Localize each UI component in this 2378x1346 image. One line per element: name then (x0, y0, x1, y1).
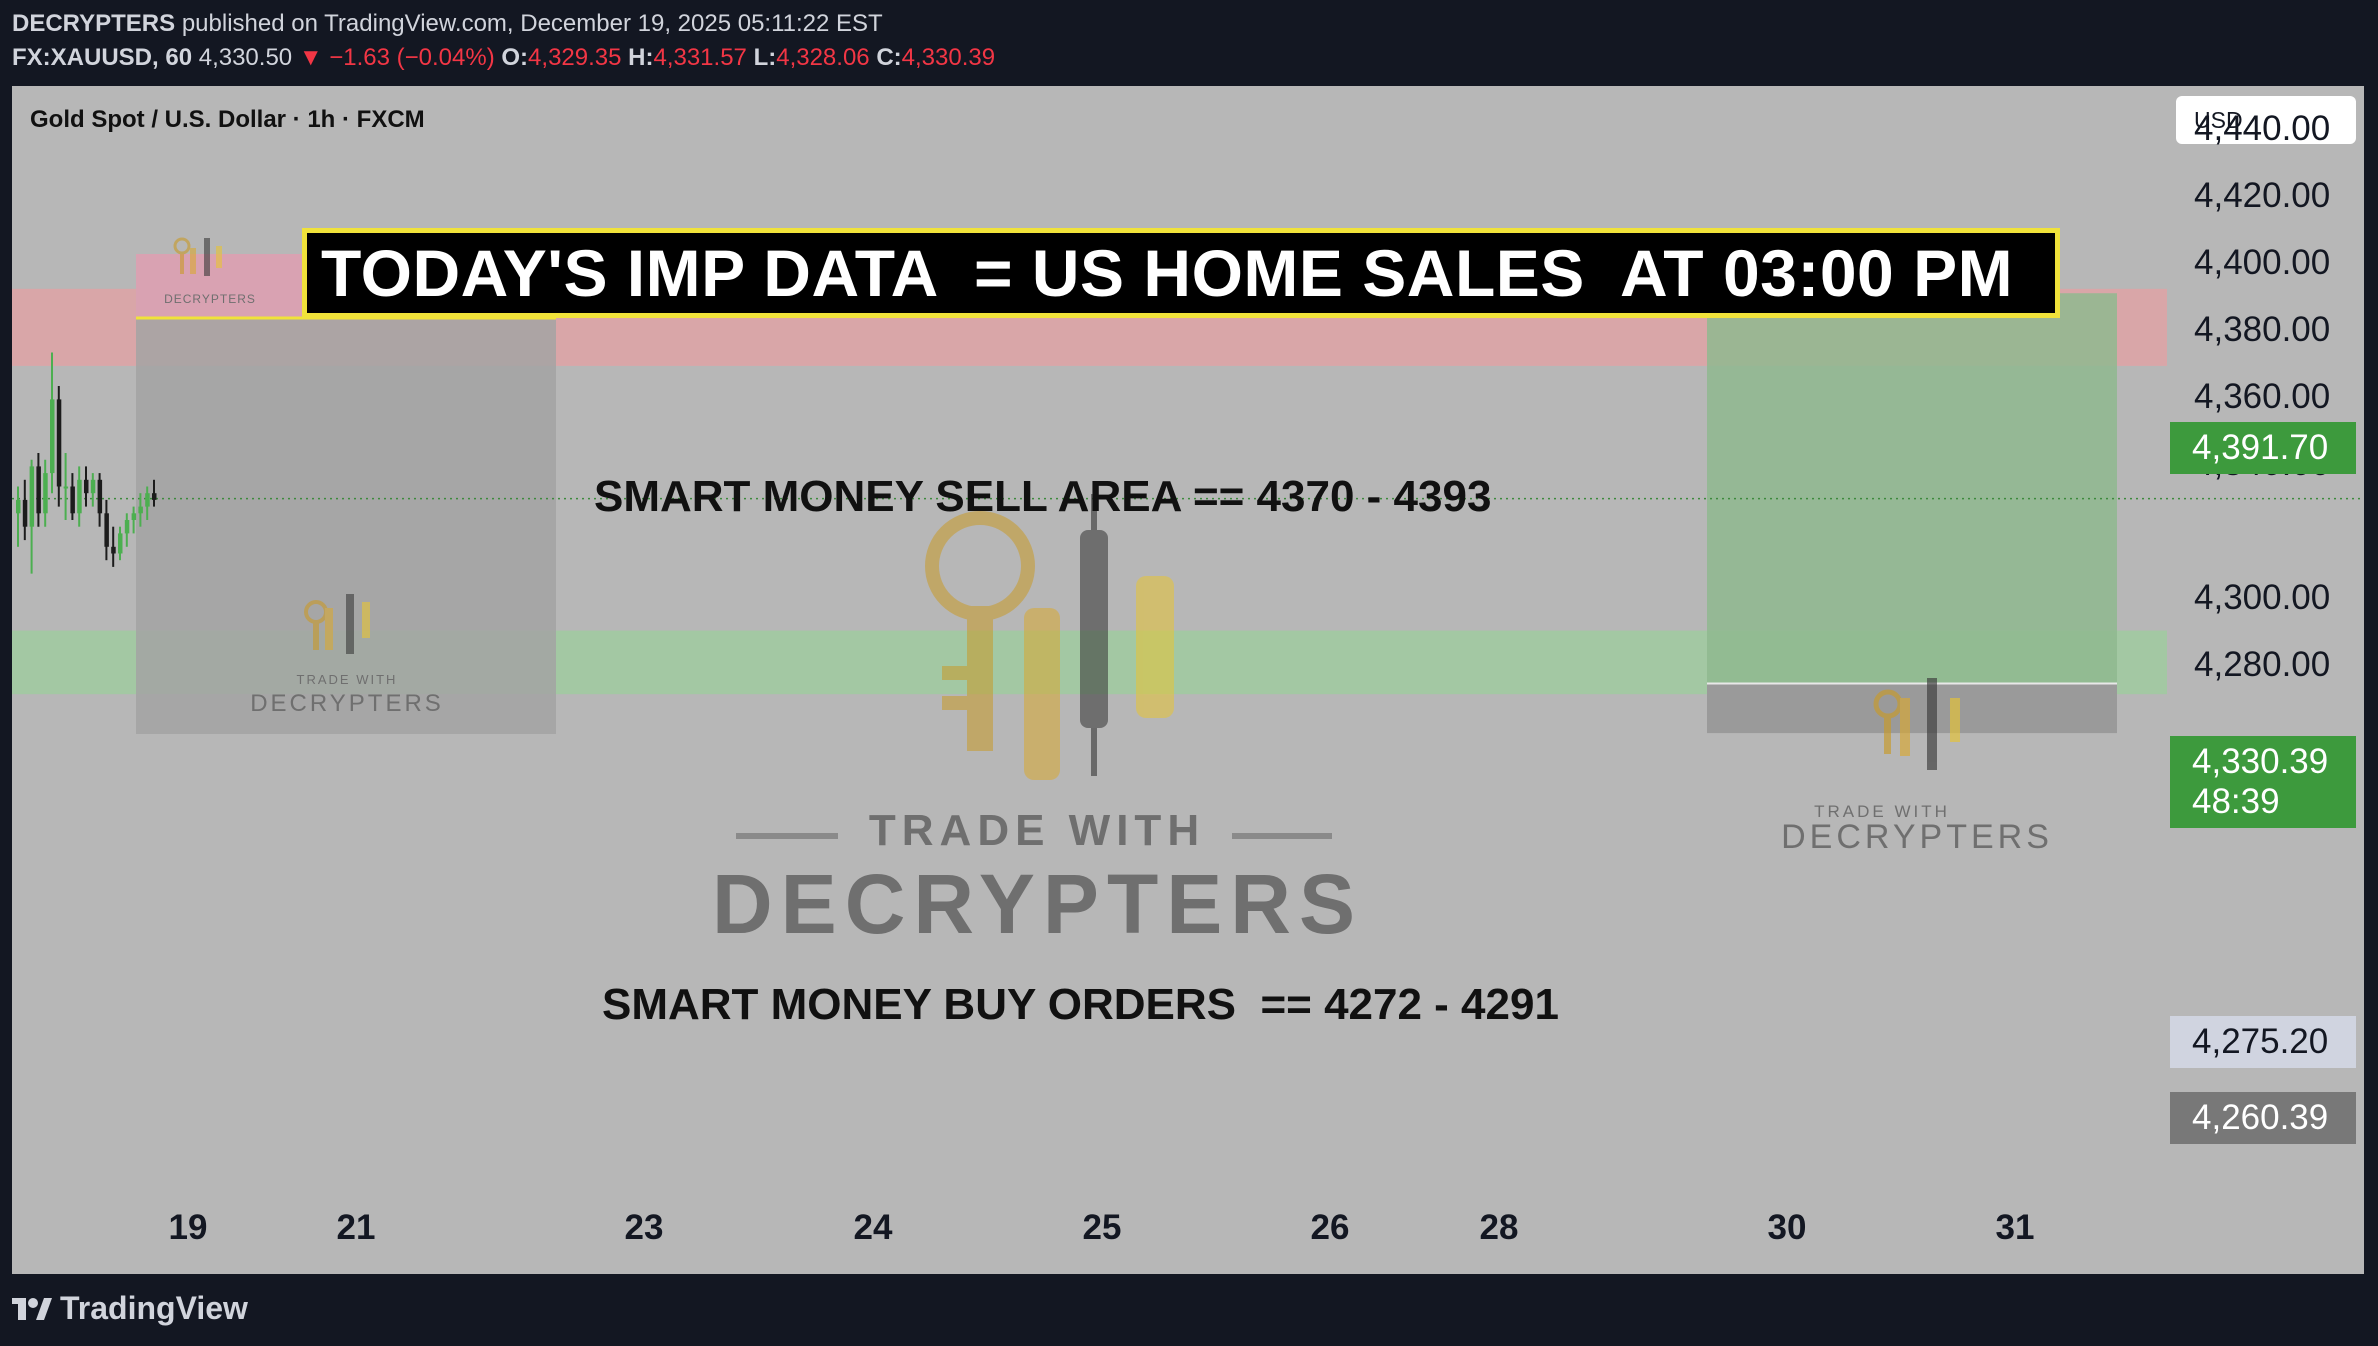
chart-symbol-title[interactable]: Gold Spot / U.S. Dollar · 1h · FXCM (30, 106, 425, 133)
time-tick-label: 19 (168, 1208, 208, 1247)
symbol-label: FX:XAUUSD, 60 (12, 44, 193, 71)
candle-body (56, 399, 62, 487)
candle-body (70, 486, 75, 514)
candle-body (145, 493, 150, 507)
candle-body (63, 486, 69, 489)
candle-body (131, 513, 137, 520)
current-price-tag: 4,330.39 48:39 (2170, 736, 2356, 828)
tradingview-logo[interactable]: TradingView (12, 1290, 248, 1327)
candle-body (43, 473, 48, 514)
candle-body (118, 533, 123, 554)
price-tick-label: 4,420.00 (2194, 176, 2331, 216)
watermark-text-right: DECRYPTERS (1781, 818, 2053, 856)
candle-body (138, 506, 143, 514)
time-tick-label: 26 (1310, 1208, 1350, 1247)
time-tick-label: 21 (336, 1208, 376, 1247)
ohlc-legend: FX:XAUUSD, 60 4,330.50 ▼ −1.63 (−0.04%) … (12, 44, 995, 72)
watermark-text-left: DECRYPTERS (250, 690, 444, 717)
candle-body (22, 499, 28, 527)
buy-zone-label[interactable]: SMART MONEY BUY ORDERS == 4272 - 4291 (602, 980, 1559, 1029)
tradingview-brand: TradingView (60, 1290, 248, 1326)
watermark-logo-tiny-left (173, 237, 222, 276)
publish-text: published on TradingView.com, December 1… (181, 10, 883, 37)
currency-selector[interactable]: USD (2176, 96, 2356, 144)
high-value: 4,331.57 (653, 44, 747, 71)
data-release-banner[interactable]: TODAY'S IMP DATA = US HOME SALES AT 03:0… (302, 228, 2060, 318)
low-label: L: (753, 44, 777, 71)
price-tick-label: 4,360.00 (2194, 377, 2331, 417)
publish-info: DECRYPTERS published on TradingView.com,… (12, 10, 883, 38)
price-tick-label: 4,380.00 (2194, 310, 2331, 350)
price-tick-label: 4,400.00 (2194, 243, 2331, 283)
sell-zone-label[interactable]: SMART MONEY SELL AREA == 4370 - 4393 (594, 472, 1492, 521)
long-position-profit[interactable] (1707, 293, 2117, 684)
high-label: H: (628, 44, 654, 71)
entry-price-tag: 4,275.20 (2170, 1016, 2356, 1068)
time-tick-label: 28 (1479, 1208, 1519, 1247)
time-tick-label: 25 (1082, 1208, 1122, 1247)
long-position-loss[interactable] (1707, 683, 2117, 734)
candle-body (16, 499, 21, 514)
target-price-tag: 4,391.70 (2170, 422, 2356, 474)
time-tick-label: 24 (853, 1208, 893, 1247)
time-tick-label: 23 (624, 1208, 664, 1247)
stop-price-tag: 4,260.39 (2170, 1092, 2356, 1144)
price-tick-label: 4,300.00 (2194, 578, 2331, 618)
price-change: −1.63 (−0.04%) (329, 44, 495, 71)
open-value: 4,329.35 (528, 44, 622, 71)
chart-pane[interactable]: Gold Spot / U.S. Dollar · 1h · FXCM USD … (12, 86, 2364, 1274)
candle-body (77, 479, 82, 514)
candle-body (36, 466, 41, 514)
candle-body (104, 513, 109, 547)
bar-countdown: 48:39 (2192, 782, 2280, 821)
watermark-subtext-large: TRADE WITH (868, 806, 1206, 855)
candles (16, 352, 157, 574)
candle-body (90, 479, 96, 494)
last-price: 4,330.50 (198, 44, 293, 71)
candle-body (124, 520, 130, 534)
watermark-logo-large (925, 494, 1174, 780)
price-tick-label: 4,280.00 (2194, 645, 2331, 685)
drawn-box-gray[interactable] (136, 318, 556, 734)
low-value: 4,328.06 (776, 44, 870, 71)
watermark-text-large: DECRYPTERS (712, 857, 1363, 951)
watermark-logo-small-left (304, 594, 370, 654)
publisher-name[interactable]: DECRYPTERS (12, 10, 176, 37)
open-label: O: (501, 44, 529, 71)
tradingview-logo-icon (12, 1297, 52, 1320)
watermark-logo-small-right (1873, 678, 1960, 770)
watermark-subtext-right: TRADE WITH (1814, 802, 1950, 821)
close-label: C: (876, 44, 902, 71)
candle-body (152, 493, 157, 500)
down-arrow-icon: ▼ (298, 44, 323, 71)
price-tick-label: 4,440.00 (2194, 109, 2331, 149)
candle-body (84, 479, 89, 494)
current-price-value: 4,330.39 (2192, 742, 2329, 781)
watermark-text-tiny: DECRYPTERS (164, 292, 256, 306)
close-value: 4,330.39 (901, 44, 996, 71)
time-tick-label: 30 (1767, 1208, 1807, 1247)
candle-body (50, 399, 55, 474)
candle-body (111, 546, 116, 554)
time-tick-label: 31 (1995, 1208, 2035, 1247)
watermark-subtext-left: TRADE WITH (296, 672, 398, 687)
candle-body (29, 466, 35, 527)
candle-body (97, 479, 103, 514)
